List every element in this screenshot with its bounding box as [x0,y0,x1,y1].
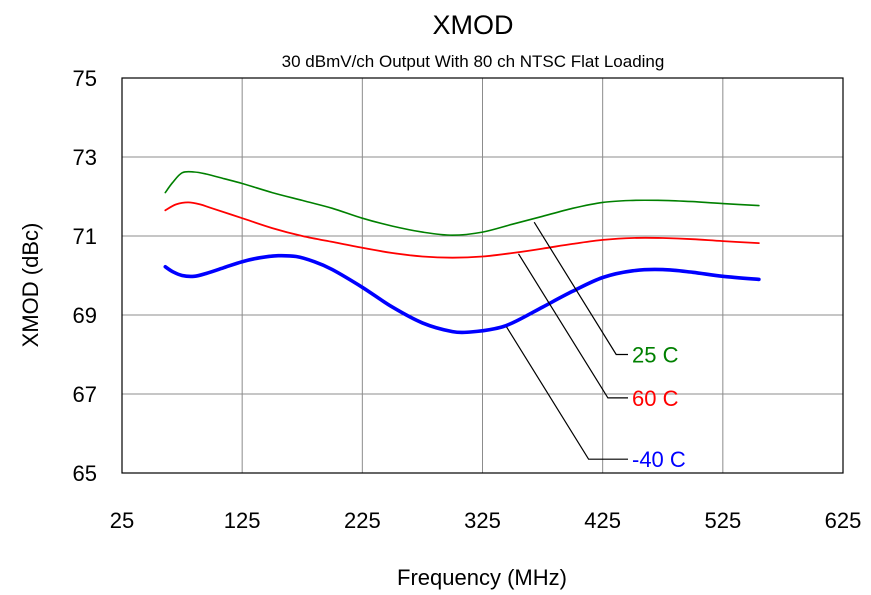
callout-label: 60 C [632,386,679,411]
x-tick-label: 325 [464,508,501,533]
x-axis-label: Frequency (MHz) [397,565,567,590]
x-tick-label: 225 [344,508,381,533]
y-tick-label: 65 [73,461,97,486]
x-tick-labels: 25 125 225 325 425 525 625 [110,508,862,533]
callout-label: -40 C [632,447,686,472]
series-line-25c [164,170,760,236]
y-tick-label: 73 [73,145,97,170]
callout-label: 25 C [632,343,679,368]
plot-frame [121,77,844,474]
x-tick-label: 125 [224,508,261,533]
chart-subtitle: 30 dBmV/ch Output With 80 ch NTSC Flat L… [282,52,665,71]
y-axis-label: XMOD (dBc) [18,223,43,348]
grid-lines [122,78,843,473]
x-tick-label: 625 [825,508,862,533]
y-tick-label: 71 [73,224,97,249]
y-tick-label: 75 [73,66,97,91]
series-line-60c [164,201,760,259]
callout-leader-line [505,326,628,460]
callout-leader-line [533,221,628,356]
y-tick-label: 67 [73,382,97,407]
series-line-40c [163,253,761,335]
y-tick-label: 69 [73,303,97,328]
x-tick-label: 25 [110,508,134,533]
x-tick-label: 525 [704,508,741,533]
chart-title: XMOD [433,10,514,40]
series-callouts: 25 C 60 C -40 C [505,221,686,472]
callout-leader-line [517,253,628,399]
y-tick-labels: 65 67 69 71 73 75 [73,66,97,486]
series-layer [163,170,761,335]
x-tick-label: 425 [584,508,621,533]
